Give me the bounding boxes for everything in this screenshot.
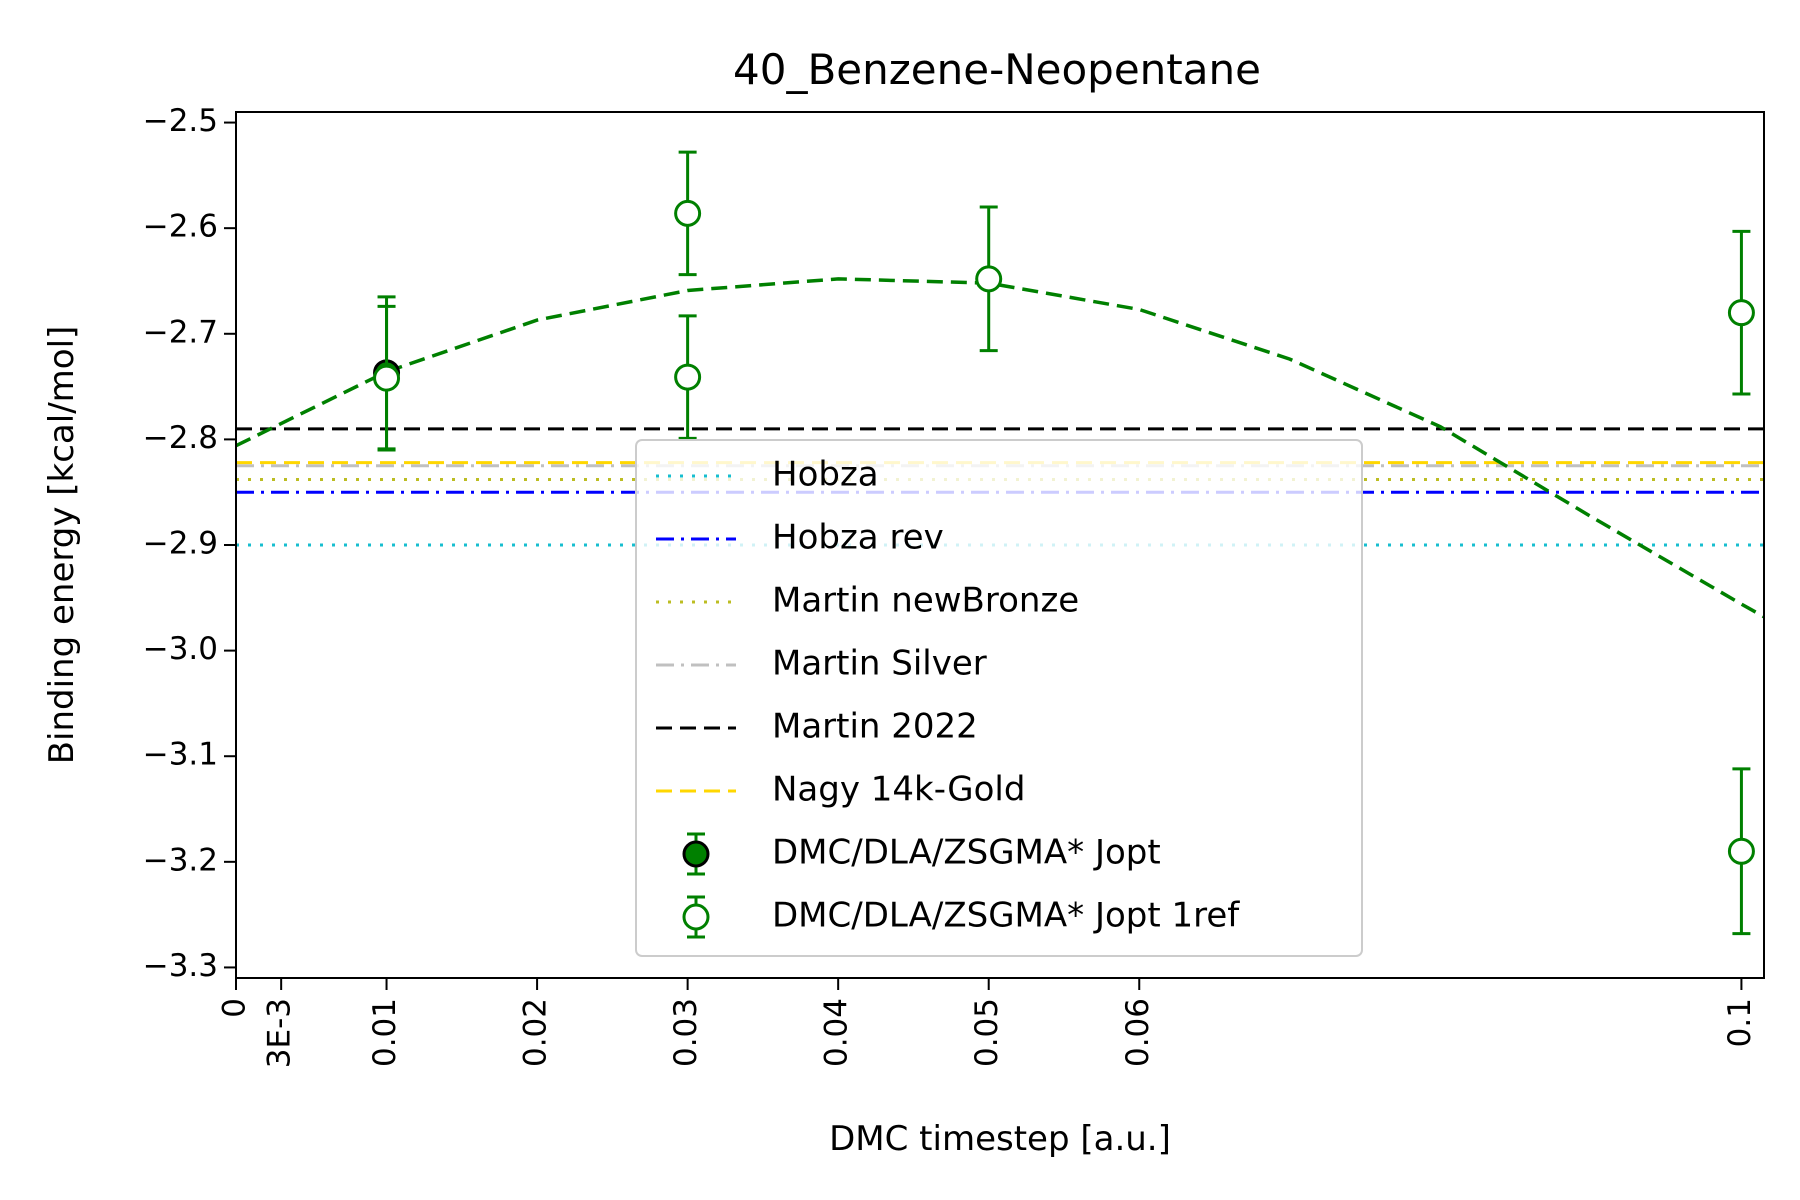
legend-entry-martin-silver: Martin Silver <box>656 644 987 684</box>
legend-label: Martin 2022 <box>772 707 978 747</box>
data-point-dmc-dla-zsgma-jopt-1ref <box>373 304 401 452</box>
reference-lines <box>236 427 1764 547</box>
open-marker <box>975 265 1003 293</box>
open-marker <box>1727 299 1755 327</box>
fit-curve <box>236 277 1764 619</box>
open-marker <box>674 363 702 391</box>
x-tick-label: 0 <box>217 998 253 1018</box>
data-point-dmc-dla-zsgma-jopt-1ref <box>674 150 702 277</box>
legend-box <box>635 439 1363 957</box>
legend-entry-hobza: Hobza <box>656 455 879 495</box>
x-tick-label: 0.03 <box>668 998 704 1067</box>
x-tick-label: 0.04 <box>819 998 855 1067</box>
chart-title: 40_Benzene-Neopentane <box>733 45 1261 94</box>
y-tick-label: −3.2 <box>143 842 218 878</box>
legend-label: Martin newBronze <box>772 581 1079 621</box>
x-tick-label: 0.01 <box>367 998 403 1067</box>
legend-label: Hobza rev <box>772 518 944 558</box>
x-axis-ticks: 0 3E-3 0.01 0.02 0.03 0.04 0.05 0.06 0.1 <box>217 978 1758 1068</box>
open-marker <box>373 364 401 392</box>
legend-entries: Hobza Hobza rev Martin newBronze Martin Sil… <box>656 455 1240 939</box>
y-tick-label: −2.7 <box>143 314 218 350</box>
x-tick-label: 0.02 <box>518 998 554 1067</box>
x-tick-label: 0.05 <box>969 998 1005 1067</box>
legend: Hobza Hobza rev Martin newBronze Martin Sil… <box>635 439 1363 957</box>
x-tick-label: 0.06 <box>1120 998 1156 1067</box>
open-marker <box>1727 837 1755 865</box>
y-tick-label: −2.5 <box>143 103 218 139</box>
y-tick-label: −2.8 <box>143 420 218 456</box>
fit-layer <box>236 277 1764 619</box>
data-point-dmc-dla-zsgma-jopt-1ref <box>975 205 1003 353</box>
y-tick-label: −3.3 <box>143 948 218 984</box>
x-axis-label: DMC timestep [a.u.] <box>829 1119 1171 1159</box>
y-axis-label: Binding energy [kcal/mol] <box>42 326 82 765</box>
legend-label: Nagy 14k-Gold <box>772 770 1025 810</box>
legend-entry-dmc-dla-zsgma-jopt-1ref: DMC/DLA/ZSGMA* Jopt 1ref <box>682 895 1240 939</box>
legend-marker-swatch <box>682 840 710 868</box>
data-points <box>373 150 1755 936</box>
legend-label: Martin Silver <box>772 644 987 684</box>
y-axis-ticks: −2.5 −2.6 −2.7 −2.8 −2.9 −3.0 −3.1 −3.2 −3.3 <box>143 103 236 984</box>
legend-label: DMC/DLA/ZSGMA* Jopt <box>772 833 1161 873</box>
data-point-dmc-dla-zsgma-jopt-1ref <box>1727 767 1755 936</box>
y-tick-label: −2.9 <box>143 526 218 562</box>
legend-marker-swatch <box>682 903 710 931</box>
legend-entry-nagy-14k-gold: Nagy 14k-Gold <box>656 770 1025 810</box>
data-point-dmc-dla-zsgma-jopt-1ref <box>1727 229 1755 396</box>
legend-label: DMC/DLA/ZSGMA* Jopt 1ref <box>772 896 1240 936</box>
y-tick-label: −2.6 <box>143 209 218 245</box>
y-tick-label: −3.0 <box>143 631 218 667</box>
legend-entry-martin-2022: Martin 2022 <box>656 707 978 747</box>
y-tick-label: −3.1 <box>143 737 218 773</box>
legend-label: Hobza <box>772 455 879 495</box>
legend-entry-hobza-rev: Hobza rev <box>656 518 944 558</box>
legend-entry-dmc-dla-zsgma-jopt: DMC/DLA/ZSGMA* Jopt <box>682 832 1161 876</box>
x-tick-label: 0.1 <box>1722 998 1758 1047</box>
x-tick-label: 3E-3 <box>262 998 298 1068</box>
open-marker <box>674 199 702 227</box>
legend-entry-martin-newbronze: Martin newBronze <box>656 581 1079 621</box>
data-point-dmc-dla-zsgma-jopt-1ref <box>674 314 702 440</box>
